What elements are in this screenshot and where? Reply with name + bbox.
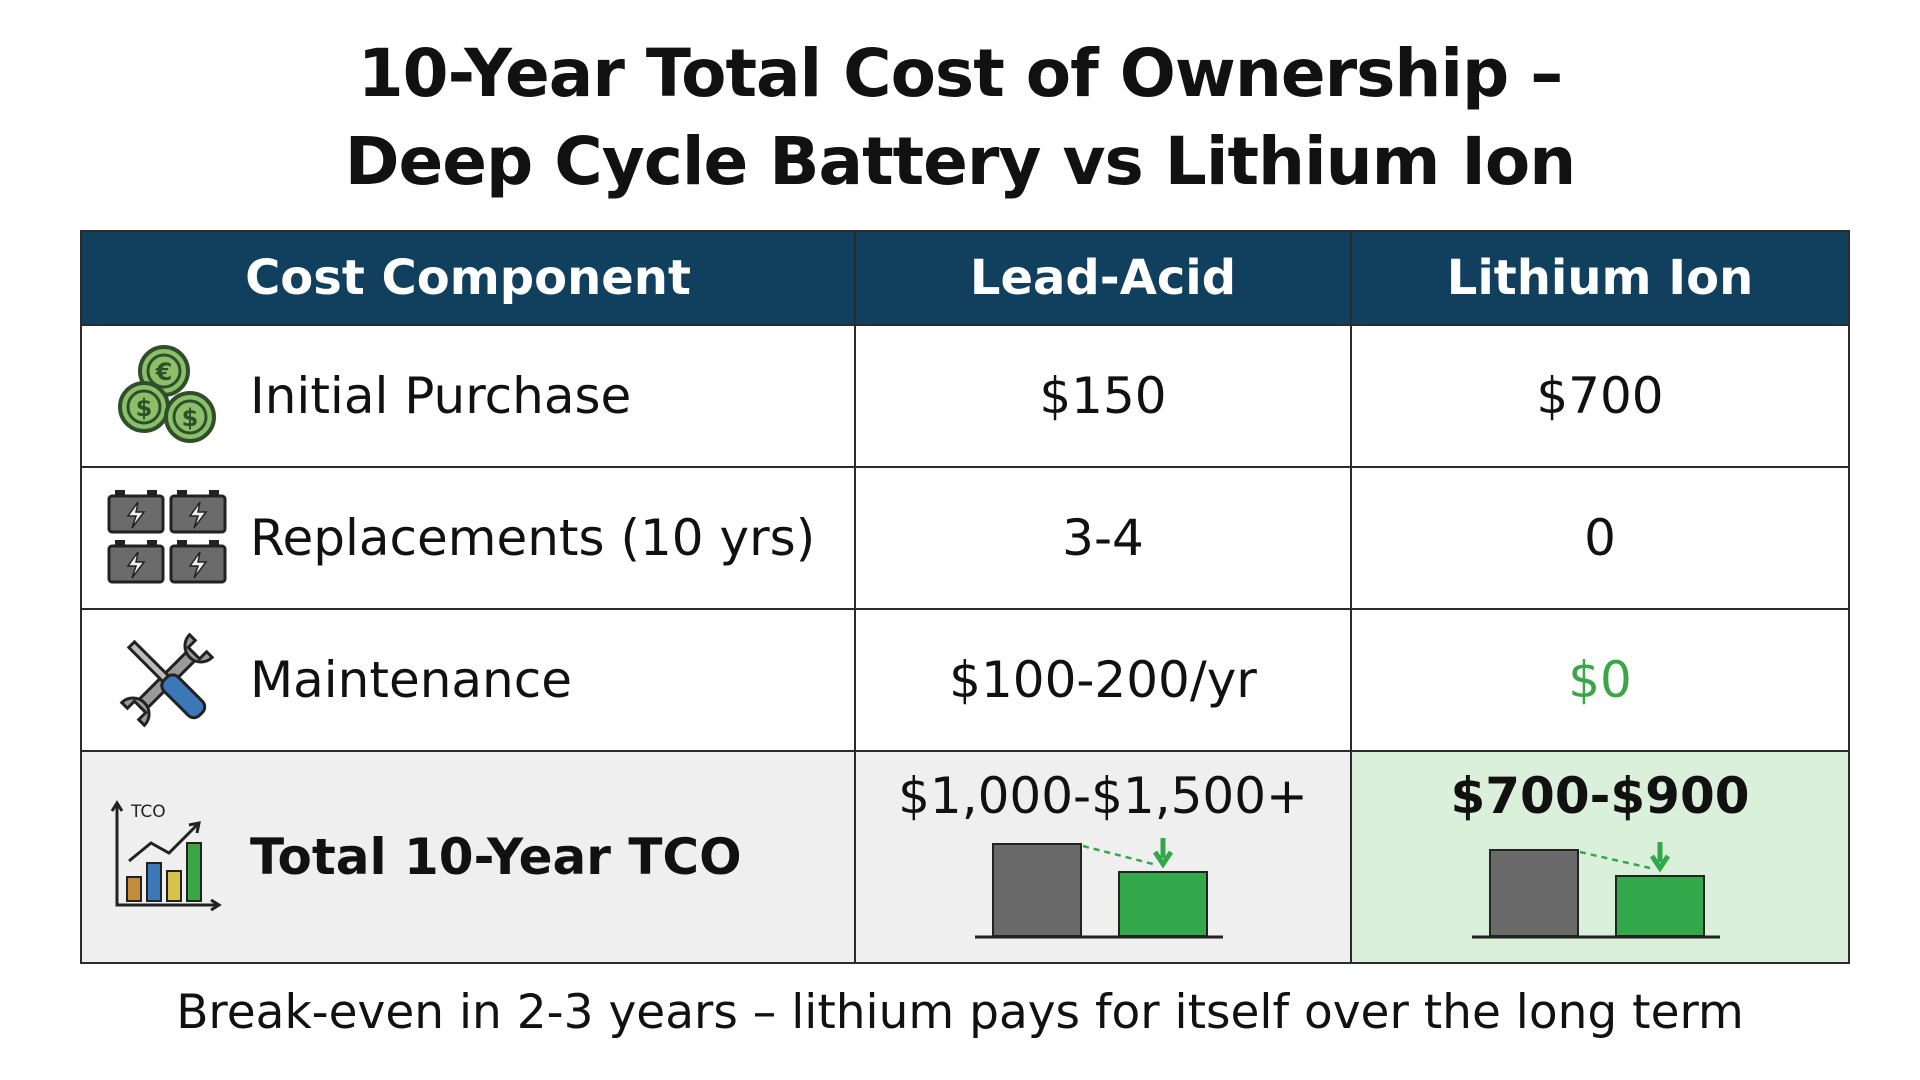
lithium-ion-value: 0 bbox=[1350, 466, 1850, 610]
mini-trend-line bbox=[1579, 850, 1651, 870]
mini-bar-green bbox=[1615, 875, 1705, 937]
component-cell: Maintenance bbox=[80, 608, 856, 752]
header-cost-component: Cost Component bbox=[80, 230, 856, 326]
lithium-ion-value: $700 bbox=[1350, 324, 1850, 468]
batteries-icon bbox=[102, 478, 232, 598]
down-arrow-icon bbox=[1152, 838, 1174, 869]
lead-acid-mini-chart bbox=[975, 838, 1223, 939]
table-row: Replacements (10 yrs) 3-4 0 bbox=[80, 466, 1850, 610]
mini-bar-gray bbox=[1489, 849, 1579, 937]
table-row-total: TCO Total 10-Year TCO $1,000-$1,50 bbox=[80, 750, 1850, 964]
tco-chart-icon: TCO bbox=[102, 797, 232, 917]
table-row: € $ $ Initial Purchase $150 $700 bbox=[80, 324, 1850, 468]
mini-bar-green bbox=[1118, 871, 1208, 937]
tco-comparison-table: Cost Component Lead-Acid Lithium Ion € bbox=[80, 230, 1850, 964]
svg-text:$: $ bbox=[136, 394, 153, 422]
lithium-ion-value: $0 bbox=[1350, 608, 1850, 752]
lead-acid-value: 3-4 bbox=[854, 466, 1352, 610]
page-title: 10-Year Total Cost of Ownership – Deep C… bbox=[0, 30, 1920, 206]
coins-icon: € $ $ bbox=[102, 336, 232, 456]
component-label: Replacements (10 yrs) bbox=[250, 509, 816, 567]
wrench-screwdriver-icon bbox=[102, 620, 232, 740]
mini-bar-gray bbox=[992, 843, 1082, 937]
lithium-ion-total-cell: $700-$900 bbox=[1350, 750, 1850, 964]
component-cell: Replacements (10 yrs) bbox=[80, 466, 856, 610]
title-line-1: 10-Year Total Cost of Ownership – bbox=[357, 35, 1564, 112]
header-lead-acid: Lead-Acid bbox=[854, 230, 1352, 326]
svg-text:$: $ bbox=[182, 404, 199, 432]
down-arrow-icon bbox=[1649, 842, 1671, 873]
lithium-ion-mini-chart bbox=[1472, 842, 1720, 939]
component-label: Total 10-Year TCO bbox=[250, 828, 742, 886]
svg-text:€: € bbox=[155, 358, 173, 386]
header-lithium-ion: Lithium Ion bbox=[1350, 230, 1850, 326]
lead-acid-total-cell: $1,000-$1,500+ bbox=[854, 750, 1352, 964]
lead-acid-total-value: $1,000-$1,500+ bbox=[898, 767, 1308, 825]
component-label: Maintenance bbox=[250, 651, 572, 709]
table-header-row: Cost Component Lead-Acid Lithium Ion bbox=[80, 230, 1850, 326]
component-cell: € $ $ Initial Purchase bbox=[80, 324, 856, 468]
table-row: Maintenance $100-200/yr $0 bbox=[80, 608, 1850, 752]
title-line-2: Deep Cycle Battery vs Lithium Ion bbox=[344, 123, 1576, 200]
tco-icon-text: TCO bbox=[130, 802, 166, 822]
footer-note: Break-even in 2-3 years – lithium pays f… bbox=[176, 985, 1744, 1040]
mini-trend-line bbox=[1082, 844, 1154, 866]
lead-acid-value: $150 bbox=[854, 324, 1352, 468]
component-cell: TCO Total 10-Year TCO bbox=[80, 750, 856, 964]
lead-acid-value: $100-200/yr bbox=[854, 608, 1352, 752]
lithium-ion-total-value: $700-$900 bbox=[1450, 767, 1750, 825]
component-label: Initial Purchase bbox=[250, 367, 632, 425]
